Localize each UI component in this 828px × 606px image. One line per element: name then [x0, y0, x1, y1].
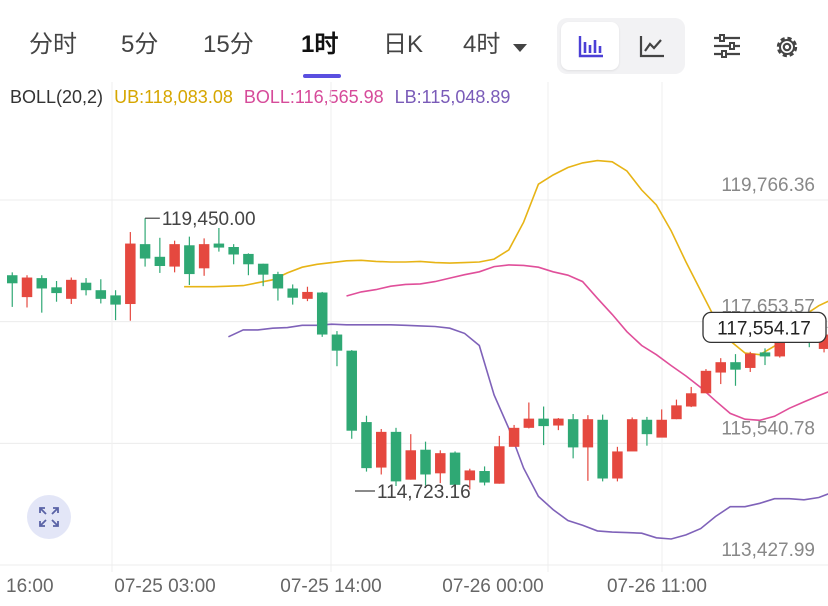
timeframe-toolbar: 分时 5分 15分 1时 日K 4时 [0, 0, 828, 82]
candle-body [759, 352, 771, 357]
candle-body [405, 450, 417, 480]
candle-body [95, 290, 107, 299]
candle-body [302, 291, 313, 299]
boll-indicator-legend: BOLL(20,2) UB:118,083.08 BOLL:116,565.98… [10, 86, 516, 108]
candle-body [243, 253, 254, 265]
y-tick-label: 115,540.78 [721, 418, 815, 439]
boll-lower-band-line [228, 323, 828, 540]
boll-name-label: BOLL(20,2) [10, 87, 104, 107]
candle-body [523, 418, 535, 428]
last-price-label: 117,554.17 [717, 318, 811, 339]
line-chart-button[interactable] [623, 22, 681, 70]
y-tick-label: 119,766.36 [721, 175, 815, 196]
candle-body [139, 244, 151, 259]
candle-body [390, 431, 402, 482]
candle-body [582, 419, 594, 448]
tab-timeframe-daily[interactable]: 日K [383, 31, 424, 58]
tab-timeframe-minute-line[interactable]: 分时 [29, 31, 77, 58]
candle-body [287, 288, 298, 298]
candle-body [464, 470, 476, 481]
candlestick-icon [578, 36, 603, 58]
candle-body [51, 287, 62, 294]
candle-body [420, 449, 431, 475]
candle-body [656, 419, 667, 438]
boll-lb-value: LB:115,048.89 [394, 87, 511, 107]
candlestick-chart-button[interactable] [561, 22, 619, 70]
candle-body [346, 350, 357, 431]
boll-mid-value: BOLL:116,565.98 [243, 87, 384, 107]
x-tick-label: 16:00 [6, 576, 54, 597]
tab-timeframe-4h[interactable]: 4时 [463, 31, 501, 58]
chevron-down-icon[interactable] [513, 44, 527, 52]
gear-icon[interactable] [773, 33, 801, 61]
candle-body [435, 453, 446, 474]
candle-body [818, 334, 828, 349]
candle-body [494, 446, 505, 484]
candle-body [671, 405, 682, 420]
x-tick-label: 07-25 14:00 [280, 576, 381, 597]
candle-body [228, 247, 239, 255]
line-chart-icon [639, 36, 664, 58]
tab-timeframe-5m[interactable]: 5分 [121, 31, 159, 58]
candle-body [316, 292, 328, 335]
boll-middle-band-line [346, 264, 828, 422]
candle-body [641, 419, 653, 435]
candle-body [597, 419, 608, 479]
candle-body [213, 243, 225, 248]
candle-body [154, 256, 166, 267]
candle-body [169, 244, 180, 267]
candle-body [36, 278, 48, 289]
high-price-label: 119,450.00 [162, 209, 256, 230]
candle-body [7, 275, 18, 284]
x-tick-label: 07-26 11:00 [607, 576, 707, 597]
fullscreen-button[interactable] [27, 495, 71, 539]
candle-body [110, 295, 121, 305]
chart-type-toggle [557, 18, 685, 74]
last-price-box [702, 311, 827, 344]
candle-body [198, 244, 210, 269]
candle-body [700, 370, 712, 394]
candle-body [125, 243, 136, 305]
tab-timeframe-1h[interactable]: 1时 [301, 31, 339, 58]
candle-body [449, 452, 461, 485]
candle-body [508, 427, 520, 447]
expand-icon [39, 507, 59, 527]
candle-body [567, 419, 579, 448]
candle-body [361, 422, 372, 469]
low-price-label: 114,723.16 [377, 482, 471, 503]
candle-body [538, 418, 549, 427]
candle-body [331, 334, 343, 351]
active-tab-underline [303, 74, 341, 78]
candle-body [715, 362, 726, 373]
tab-timeframe-15m[interactable]: 15分 [203, 31, 254, 58]
settings-sliders-icon[interactable] [713, 34, 741, 58]
boll-upper-band-line [184, 159, 828, 356]
boll-ub-value: UB:118,083.08 [114, 87, 233, 107]
candle-body [612, 451, 623, 479]
candle-body [272, 274, 284, 289]
candle-body [66, 279, 77, 299]
candle-body [21, 277, 33, 298]
candle-body [730, 362, 741, 370]
candle-body [685, 393, 697, 407]
candle-body [745, 353, 756, 368]
y-tick-label: 113,427.99 [721, 540, 815, 561]
candle-body [553, 418, 564, 426]
x-tick-label: 07-26 00:00 [442, 576, 543, 597]
candle-body [184, 245, 195, 275]
candle-body [257, 263, 269, 275]
candle-body [376, 431, 387, 468]
candle-body [80, 282, 92, 291]
x-tick-label: 07-25 03:00 [114, 576, 215, 597]
candle-body [626, 419, 638, 452]
candle-body [479, 471, 490, 483]
